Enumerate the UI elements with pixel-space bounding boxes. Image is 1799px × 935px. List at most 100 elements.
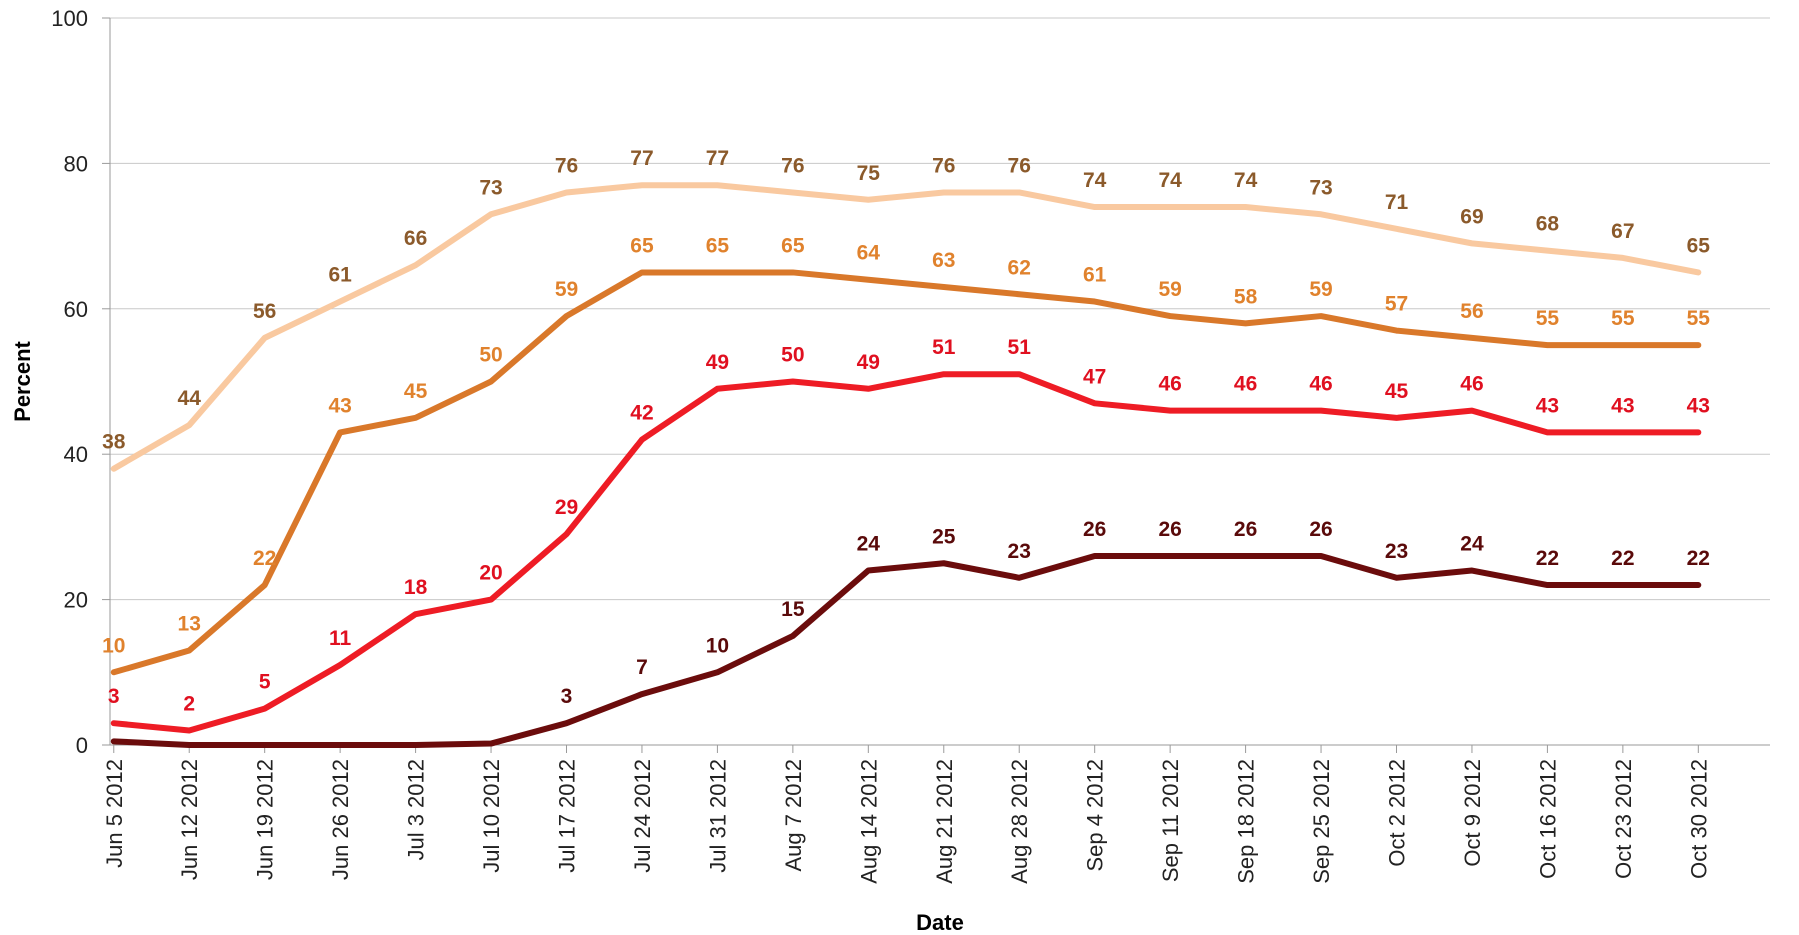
data-label: 43 [1687, 394, 1710, 417]
data-label: 64 [857, 242, 881, 265]
x-axis: Jun 5 2012 Jun 12 2012 Jun 19 2012 Jun 26 2… [102, 745, 1711, 884]
data-label: 76 [555, 154, 578, 177]
x-tick-label: Aug 7 2012 [781, 759, 806, 872]
data-label: 65 [781, 234, 805, 257]
data-label: 26 [1083, 518, 1106, 541]
data-label: 10 [102, 634, 125, 657]
data-label: 73 [1309, 176, 1332, 199]
x-tick-label: Jul 31 2012 [705, 759, 730, 873]
data-label: 26 [1158, 518, 1181, 541]
data-label: 26 [1309, 518, 1332, 541]
data-label: 61 [1083, 264, 1107, 287]
y-tick-label: 100 [51, 6, 88, 31]
data-label: 63 [932, 249, 955, 272]
data-label: 22 [1687, 547, 1710, 570]
data-label: 65 [706, 234, 730, 257]
data-label: 46 [1460, 373, 1483, 396]
data-label: 49 [706, 351, 729, 374]
data-label: 55 [1687, 307, 1711, 330]
data-label: 51 [1008, 336, 1032, 359]
data-label: 62 [1008, 256, 1031, 279]
series-lines [110, 182, 1702, 748]
x-tick-label: Jun 12 2012 [177, 759, 202, 880]
data-label: 26 [1234, 518, 1257, 541]
x-axis-title: Date [916, 910, 964, 935]
x-tick-label: Jun 26 2012 [328, 759, 353, 880]
data-label: 22 [253, 547, 276, 570]
data-label: 24 [1460, 533, 1484, 556]
data-label: 75 [857, 162, 881, 185]
data-label: 46 [1158, 373, 1181, 396]
data-label: 47 [1083, 365, 1106, 388]
y-tick-label: 40 [64, 442, 88, 467]
x-tick-label: Oct 23 2012 [1611, 759, 1636, 879]
data-label: 67 [1611, 220, 1634, 243]
x-tick-label: Jul 24 2012 [630, 759, 655, 873]
data-label: 65 [630, 234, 654, 257]
x-tick-label: Jun 19 2012 [253, 759, 278, 880]
data-label: 68 [1536, 213, 1560, 236]
x-tick-label: Sep 25 2012 [1309, 759, 1334, 884]
data-label: 49 [857, 351, 880, 374]
y-tick-label: 60 [64, 297, 88, 322]
data-label: 11 [329, 627, 352, 650]
series-line [110, 371, 1702, 734]
data-label: 43 [1536, 394, 1559, 417]
data-label: 22 [1611, 547, 1634, 570]
data-label: 61 [328, 264, 352, 287]
data-label: 55 [1536, 307, 1560, 330]
data-label: 2 [183, 692, 195, 715]
data-label: 50 [479, 344, 502, 367]
y-tick-label: 80 [64, 151, 88, 176]
data-label: 59 [1309, 278, 1332, 301]
data-label: 74 [1083, 169, 1107, 192]
x-tick-label: Aug 14 2012 [856, 759, 881, 884]
data-label: 15 [781, 598, 805, 621]
data-label: 74 [1234, 169, 1258, 192]
x-tick-label: Oct 30 2012 [1686, 759, 1711, 879]
data-label: 71 [1385, 191, 1409, 214]
data-label: 58 [1234, 285, 1258, 308]
x-tick-label: Jul 3 2012 [404, 759, 429, 861]
data-label: 5 [259, 671, 271, 694]
data-label: 7 [636, 656, 648, 679]
data-label: 24 [857, 533, 881, 556]
data-label: 66 [404, 227, 427, 250]
x-tick-label: Oct 2 2012 [1385, 759, 1410, 867]
x-tick-label: Oct 9 2012 [1460, 759, 1485, 867]
data-label: 42 [630, 402, 653, 425]
x-tick-label: Jun 5 2012 [102, 759, 127, 868]
y-axis-title: Percent [10, 340, 35, 421]
data-label: 29 [555, 496, 578, 519]
data-label: 43 [1611, 394, 1634, 417]
x-tick-label: Jul 10 2012 [479, 759, 504, 873]
y-tick-label: 20 [64, 588, 88, 613]
data-label: 55 [1611, 307, 1635, 330]
data-label: 69 [1460, 205, 1483, 228]
x-tick-label: Aug 28 2012 [1007, 759, 1032, 884]
data-label: 77 [706, 147, 729, 170]
x-tick-label: Sep 11 2012 [1158, 759, 1183, 882]
data-label: 50 [781, 344, 804, 367]
data-label: 73 [479, 176, 502, 199]
data-label: 13 [178, 612, 201, 635]
data-label: 3 [561, 685, 573, 708]
data-label: 46 [1309, 373, 1332, 396]
data-label: 43 [328, 394, 351, 417]
data-label: 56 [1460, 300, 1483, 323]
data-label: 76 [1008, 154, 1031, 177]
x-tick-label: Aug 21 2012 [932, 759, 957, 884]
data-label: 76 [932, 154, 955, 177]
data-label: 18 [404, 576, 428, 599]
y-axis-ticks: 0 20 40 60 80 100 [51, 6, 88, 758]
x-tick-label: Jul 17 2012 [555, 759, 580, 873]
x-tick-label: Sep 4 2012 [1083, 759, 1108, 872]
data-label: 20 [479, 562, 502, 585]
data-label: 76 [781, 154, 804, 177]
data-label: 59 [1158, 278, 1181, 301]
data-label: 22 [1536, 547, 1559, 570]
data-label: 44 [178, 387, 202, 410]
gridlines [102, 17, 1770, 746]
